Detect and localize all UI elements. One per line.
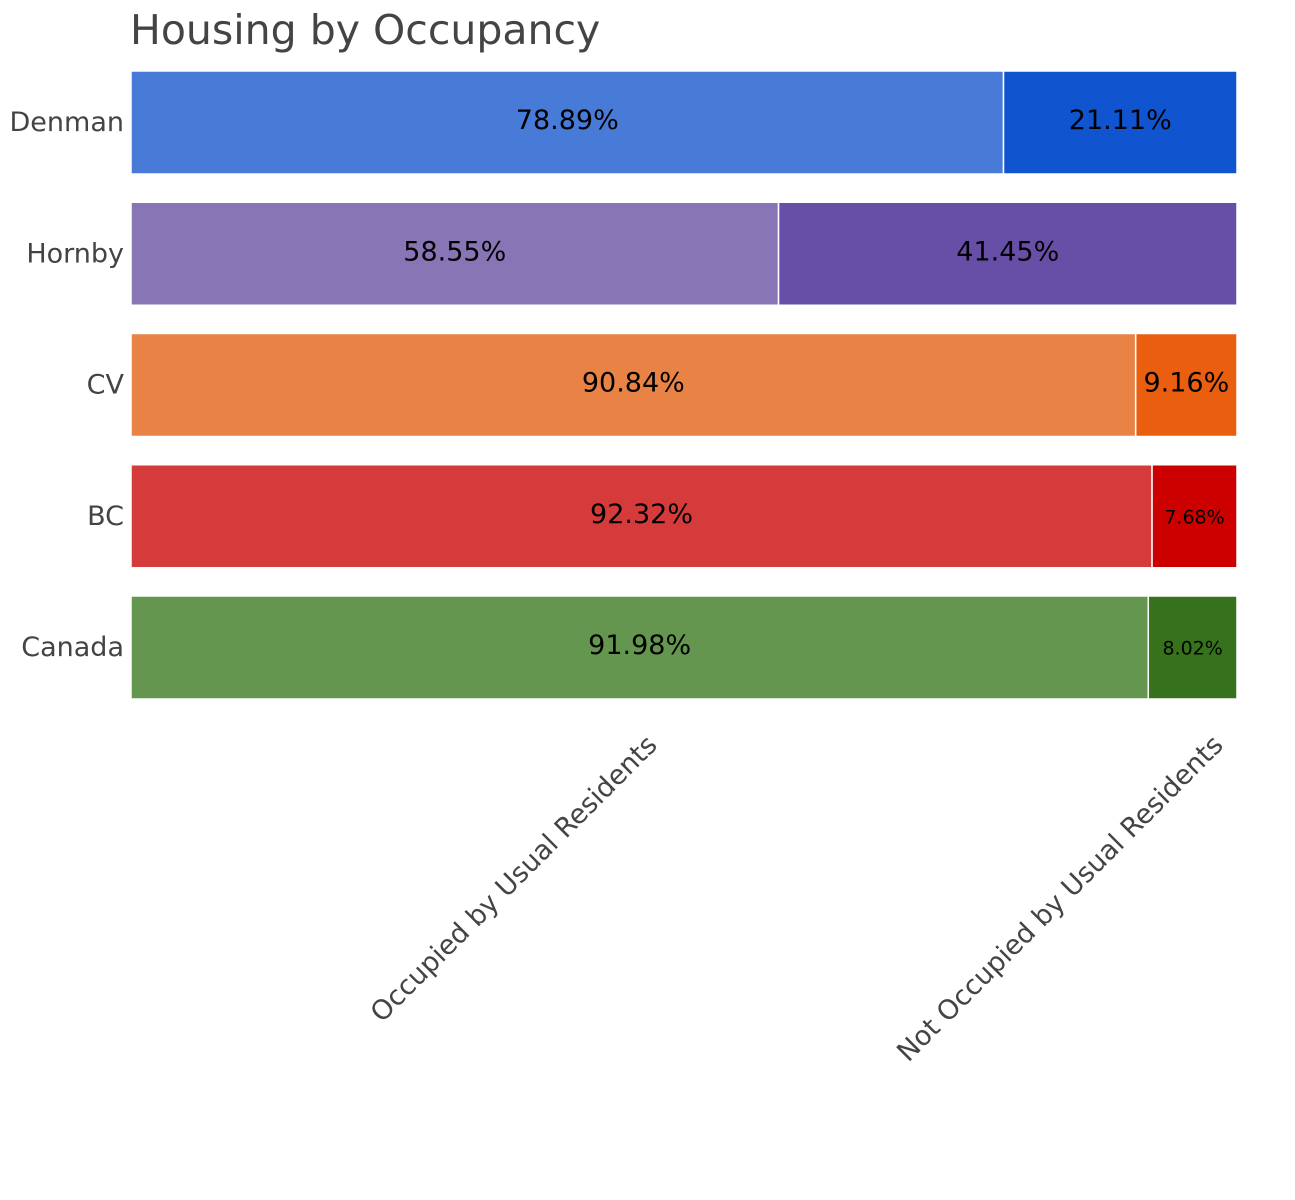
data-label-cv-not-occupied: 9.16% — [1143, 368, 1229, 399]
bar-cv-occupied — [130, 332, 1137, 438]
bar-canada-occupied — [130, 595, 1150, 700]
category-label-canada: Canada — [21, 632, 124, 663]
bar-bc-not-occupied — [1151, 464, 1238, 569]
data-label-denman-not-occupied: 21.11% — [1069, 105, 1172, 136]
bar-denman-not-occupied — [1002, 70, 1238, 175]
x-label-not-occupied: Not Occupied by Usual Residents — [891, 730, 1229, 1068]
category-label-bc: BC — [87, 501, 124, 532]
data-label-bc-occupied: 92.32% — [590, 499, 693, 530]
data-label-bc-not-occupied: 7.68% — [1164, 506, 1224, 528]
x-label-occupied: Occupied by Usual Residents — [365, 730, 664, 1029]
data-label-hornby-not-occupied: 41.45% — [956, 236, 1059, 267]
bar-canada-not-occupied — [1147, 595, 1238, 700]
data-label-canada-occupied: 91.98% — [588, 630, 691, 661]
category-label-denman: Denman — [10, 107, 124, 138]
bar-bc-occupied — [130, 464, 1153, 569]
bar-cv-not-occupied — [1134, 332, 1238, 438]
bar-hornby-not-occupied — [777, 201, 1238, 306]
category-label-cv: CV — [87, 370, 125, 401]
data-label-canada-not-occupied: 8.02% — [1162, 638, 1222, 660]
bar-denman-occupied — [130, 70, 1005, 175]
bar-hornby-occupied — [130, 201, 780, 306]
category-label-hornby: Hornby — [26, 238, 124, 269]
data-label-hornby-occupied: 58.55% — [403, 236, 506, 267]
data-label-denman-occupied: 78.89% — [516, 105, 619, 136]
chart-title: Housing by Occupancy — [130, 6, 601, 54]
data-label-cv-occupied: 90.84% — [582, 368, 685, 399]
